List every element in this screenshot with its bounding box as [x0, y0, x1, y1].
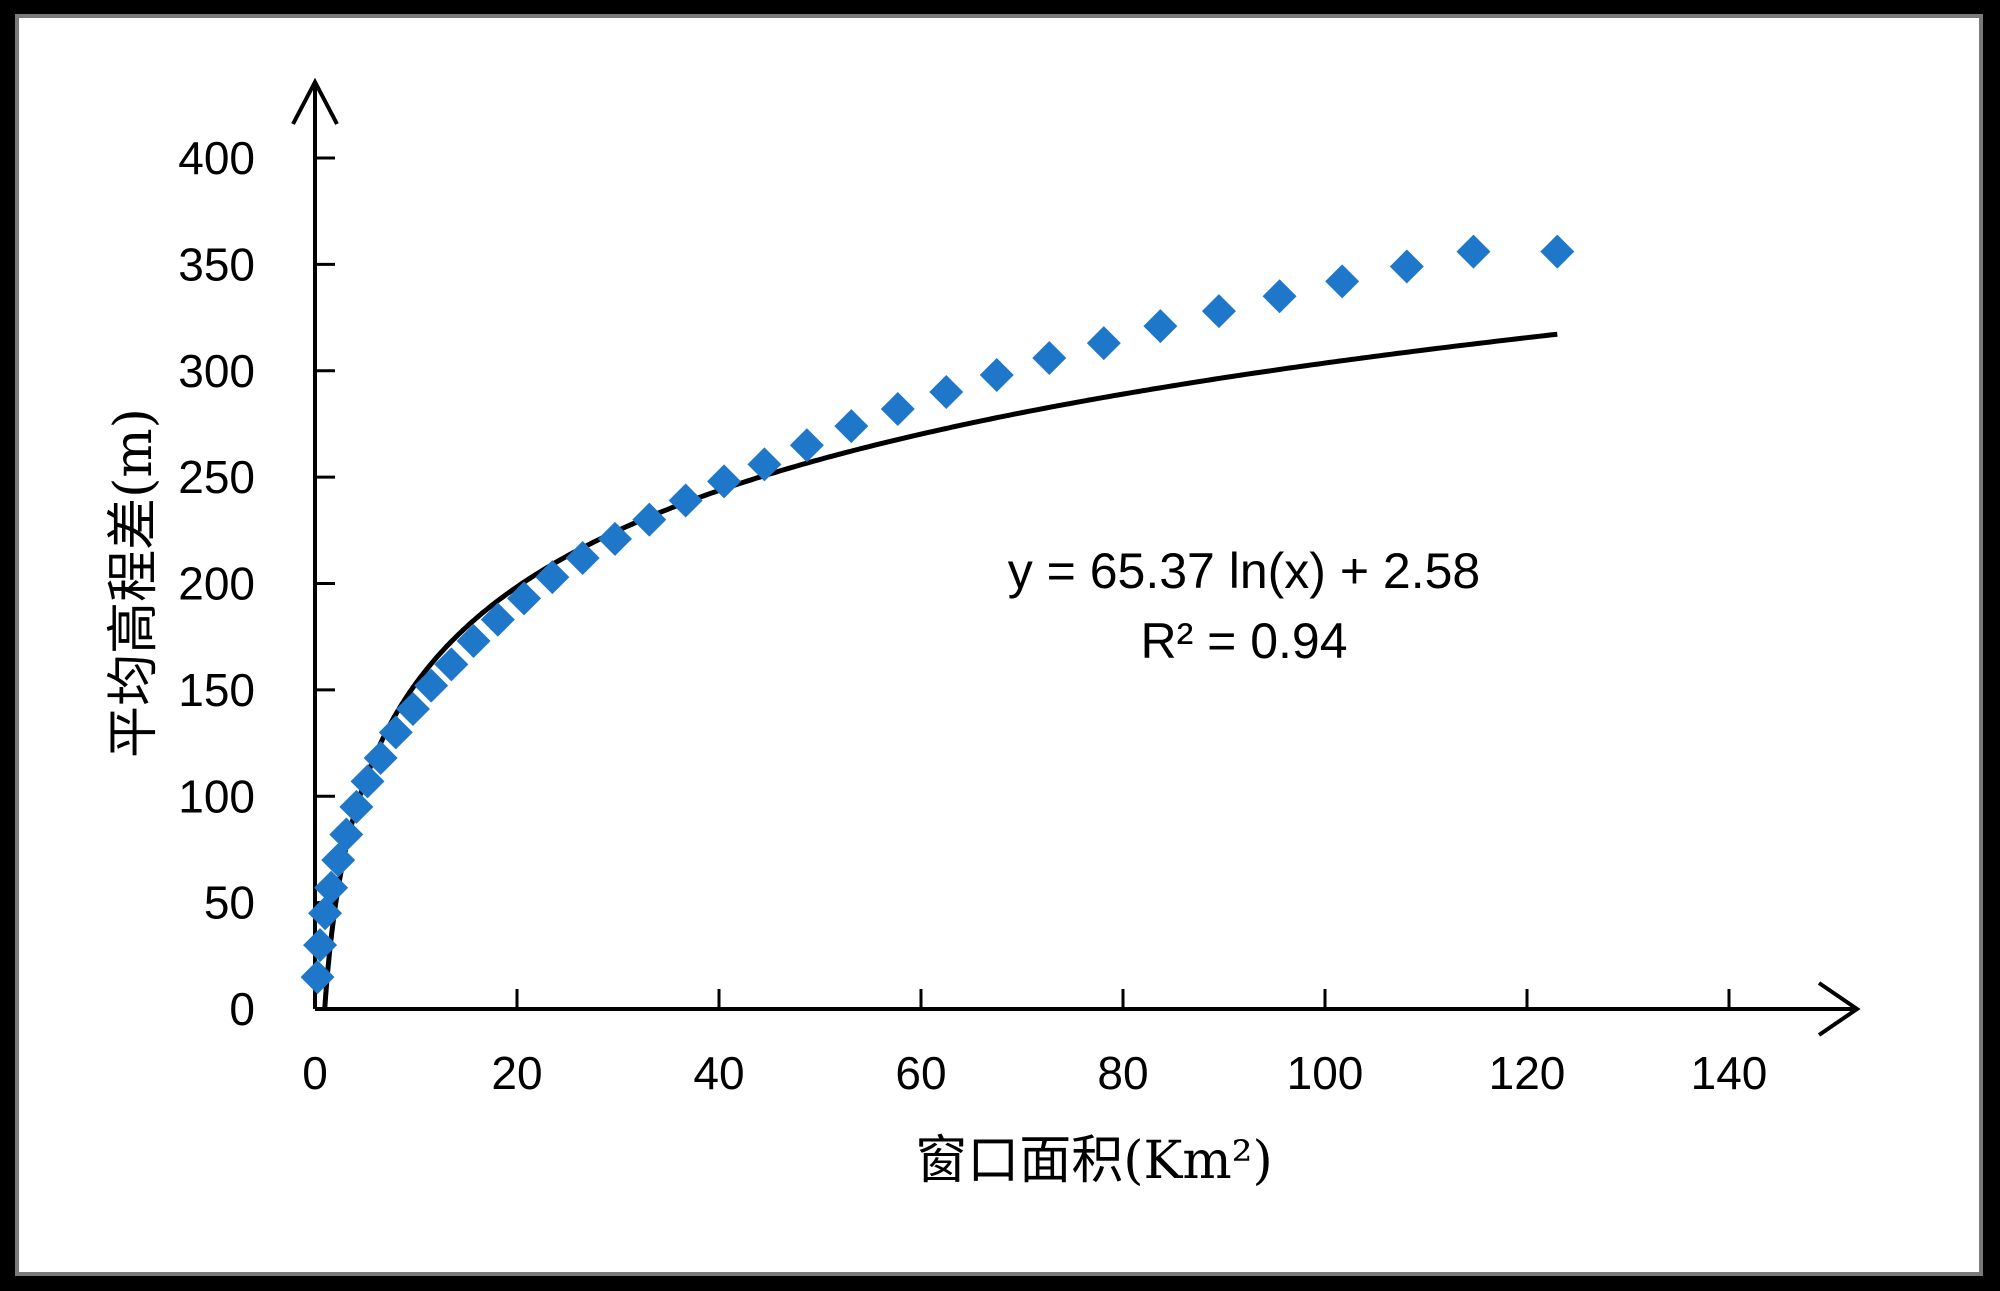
data-point	[329, 817, 364, 852]
y-tick-label: 0	[229, 983, 255, 1035]
x-tick-label: 40	[693, 1047, 744, 1099]
x-tick-label: 0	[302, 1047, 328, 1099]
data-point	[1389, 249, 1424, 284]
x-axis-title: 窗口面积(Km²)	[915, 1131, 1273, 1191]
x-axis-ticks: 0 20 40 60 80 100 120 140	[302, 989, 1767, 1099]
data-point	[789, 428, 824, 463]
data-point	[632, 502, 667, 537]
data-point	[834, 409, 869, 444]
y-tick-label: 350	[178, 238, 255, 290]
data-point	[707, 464, 742, 499]
trendline-r-squared: R² = 0.94	[1140, 613, 1347, 669]
data-point	[1201, 294, 1236, 329]
data-point	[414, 668, 449, 703]
data-point	[1456, 234, 1491, 269]
x-tick-label: 120	[1489, 1047, 1566, 1099]
y-tick-label: 150	[178, 664, 255, 716]
y-tick-label: 300	[178, 345, 255, 397]
trendline-equation: y = 65.37 ln(x) + 2.58	[1008, 543, 1481, 599]
data-point	[1262, 279, 1297, 314]
y-tick-label: 100	[178, 770, 255, 822]
data-point	[456, 623, 491, 658]
data-point	[378, 715, 413, 750]
x-tick-label: 140	[1691, 1047, 1768, 1099]
data-point	[1540, 234, 1575, 269]
data-point	[507, 581, 542, 616]
data-point	[929, 375, 964, 410]
x-tick-label: 20	[491, 1047, 542, 1099]
x-axis-arrow	[1817, 981, 1861, 1037]
data-point	[1325, 264, 1360, 299]
data-point	[321, 843, 356, 878]
data-point	[979, 358, 1014, 393]
data-point	[350, 764, 385, 799]
y-tick-label: 200	[178, 558, 255, 610]
data-point	[339, 789, 374, 824]
data-point	[597, 521, 632, 556]
x-tick-label: 60	[895, 1047, 946, 1099]
data-point	[1086, 326, 1121, 361]
data-point	[363, 740, 398, 775]
data-point	[1032, 340, 1067, 375]
data-point	[308, 896, 343, 931]
data-point	[314, 870, 349, 905]
data-point	[535, 560, 570, 595]
y-axis-title: 平均高程差(m)	[104, 408, 164, 758]
chart-panel: 0 20 40 60 80 100 120 140 0 50 100 150 200 250 300 350…	[15, 14, 1983, 1276]
trendline	[322, 331, 1558, 1010]
axes	[291, 77, 1861, 1037]
data-point	[303, 928, 338, 963]
y-axis-ticks: 0 50 100 150 200 250 300 350 400	[178, 132, 335, 1035]
data-point	[565, 540, 600, 575]
data-point	[300, 960, 335, 995]
y-axis-arrow	[291, 77, 339, 125]
x-tick-label: 80	[1097, 1047, 1148, 1099]
data-point	[1143, 309, 1178, 344]
data-point	[480, 602, 515, 637]
y-tick-label: 250	[178, 451, 255, 503]
data-point	[434, 647, 469, 682]
y-tick-label: 50	[204, 877, 255, 929]
data-point	[880, 392, 915, 427]
y-tick-label: 400	[178, 132, 255, 184]
data-point	[395, 692, 430, 727]
x-tick-label: 100	[1287, 1047, 1364, 1099]
data-points	[300, 234, 1575, 995]
data-point	[668, 483, 703, 518]
data-point	[747, 447, 782, 482]
scatter-chart: 0 20 40 60 80 100 120 140 0 50 100 150 200 250 300 350…	[104, 77, 1861, 1191]
